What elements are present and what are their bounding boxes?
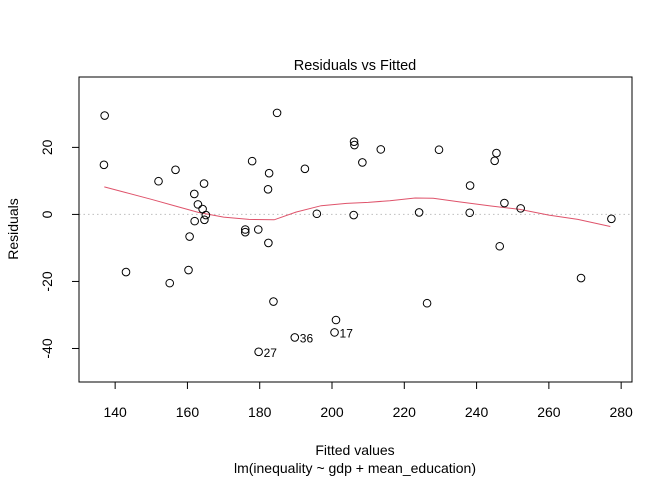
residual-point — [465, 181, 475, 190]
residual-point — [516, 204, 525, 213]
x-tick-label: 280 — [609, 404, 633, 420]
x-axis: 140 160 180 200 220 240 260 280 — [103, 381, 633, 420]
x-tick-label: 200 — [320, 404, 344, 420]
residual-point — [264, 238, 273, 248]
residual-point — [190, 216, 199, 226]
y-axis-label: Residuals — [5, 198, 21, 259]
residual-point — [300, 164, 310, 174]
residual-point — [422, 298, 432, 308]
residual-point — [184, 265, 193, 275]
residual-point — [171, 165, 180, 175]
residual-point — [240, 225, 250, 234]
outlier-label: 27 — [264, 346, 278, 360]
outlier-label: 36 — [300, 331, 314, 345]
residual-point — [254, 347, 263, 357]
residual-point — [414, 208, 424, 217]
residual-point — [121, 267, 131, 277]
residual-point — [201, 210, 211, 220]
residual-point — [500, 198, 509, 208]
residual-point — [349, 137, 359, 146]
x-tick-label: 260 — [537, 404, 561, 420]
residual-point — [465, 208, 475, 218]
residual-points-group: 27 36 17 — [99, 108, 616, 360]
smoother-line — [104, 186, 611, 227]
residual-point — [376, 145, 386, 154]
residual-point — [312, 209, 322, 219]
residual-point — [99, 160, 109, 170]
residual-point — [193, 200, 203, 209]
plot-frame — [78, 76, 633, 383]
smoother-line-group — [104, 186, 611, 227]
chart-title: Residuals vs Fitted — [294, 58, 417, 74]
residual-point — [290, 333, 300, 342]
residual-point — [434, 145, 444, 155]
residual-point — [253, 225, 263, 234]
residual-point — [495, 241, 505, 251]
residual-point — [264, 168, 274, 178]
residual-point — [240, 227, 250, 237]
residual-point — [607, 214, 616, 224]
x-tick-label: 160 — [176, 404, 200, 420]
residual-point — [199, 179, 209, 188]
y-tick-label: -20 — [39, 271, 55, 291]
x-tick-label: 220 — [393, 404, 417, 420]
residual-point — [272, 108, 282, 118]
residual-point — [349, 210, 358, 220]
residual-point — [350, 140, 359, 150]
residual-point — [331, 315, 341, 325]
residual-point — [358, 158, 367, 167]
x-axis-label: Fitted values — [315, 442, 394, 458]
x-tick-label: 140 — [103, 404, 127, 420]
residual-point — [185, 232, 194, 241]
residual-point — [492, 148, 501, 158]
residual-point — [247, 156, 257, 166]
outlier-label: 17 — [340, 326, 354, 340]
y-tick-label: 0 — [39, 210, 55, 218]
residual-point — [189, 189, 199, 199]
residual-point — [263, 184, 273, 194]
x-tick-label: 240 — [465, 404, 489, 420]
x-tick-label: 180 — [248, 404, 272, 420]
residual-point — [100, 111, 109, 120]
residual-point — [165, 278, 175, 288]
residual-point — [576, 273, 586, 283]
residual-point — [330, 328, 339, 337]
residual-point — [269, 297, 278, 306]
y-tick-label: -40 — [39, 338, 55, 358]
residual-point — [154, 176, 163, 186]
y-tick-label: 20 — [39, 139, 55, 155]
residual-point — [200, 215, 209, 225]
residual-point — [490, 156, 499, 166]
y-axis: -40 -20 0 20 — [39, 139, 80, 359]
chart-subtitle: lm(inequality ~ gdp + mean_education) — [234, 460, 476, 476]
